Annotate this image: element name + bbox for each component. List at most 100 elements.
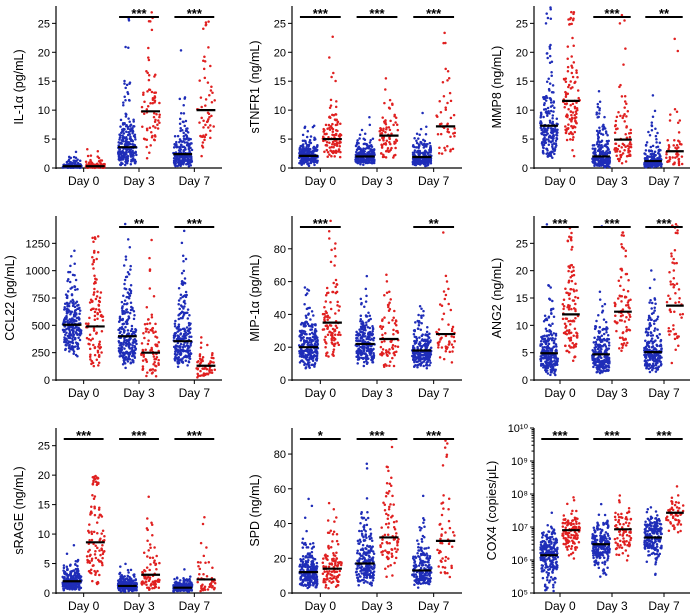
data-point xyxy=(72,333,76,336)
data-point xyxy=(358,356,361,359)
data-point xyxy=(561,317,565,321)
data-point xyxy=(312,336,316,339)
x-tick-label: Day 0 xyxy=(68,386,100,400)
y-tick-label: 60 xyxy=(274,277,286,289)
data-point xyxy=(644,143,648,147)
data-point xyxy=(446,79,449,82)
data-point xyxy=(419,127,423,131)
data-point xyxy=(67,278,70,281)
data-point xyxy=(200,358,204,361)
data-point xyxy=(442,94,446,98)
data-point xyxy=(572,266,575,269)
y-tick-label: 15 xyxy=(38,76,50,88)
data-point xyxy=(392,316,395,319)
data-point xyxy=(152,125,155,128)
data-point xyxy=(202,374,206,377)
data-point xyxy=(153,134,157,137)
data-point xyxy=(302,323,306,326)
data-point xyxy=(127,150,131,154)
data-point xyxy=(547,110,550,113)
data-point xyxy=(551,307,555,311)
data-point xyxy=(131,358,134,362)
data-point xyxy=(336,300,339,304)
y-tick-label: 0 xyxy=(280,163,286,175)
data-point xyxy=(570,132,574,135)
data-point xyxy=(330,75,333,79)
x-tick-label: Day 7 xyxy=(418,386,450,400)
y-axis-title: CCL22 (pg/mL) xyxy=(3,255,17,340)
data-point xyxy=(335,326,339,329)
data-point xyxy=(382,127,385,130)
y-tick-label: 40 xyxy=(274,309,286,321)
data-point xyxy=(545,80,549,84)
data-point xyxy=(602,125,606,129)
data-point xyxy=(545,130,548,134)
y-tick-label: 750 xyxy=(32,293,50,305)
data-point xyxy=(365,323,368,327)
data-point xyxy=(145,138,149,142)
data-point xyxy=(370,151,373,155)
data-point xyxy=(415,132,419,135)
data-point xyxy=(93,314,97,318)
data-point xyxy=(334,79,337,83)
data-point xyxy=(118,326,122,330)
data-point xyxy=(569,338,573,342)
data-point xyxy=(358,133,362,136)
data-point xyxy=(96,290,99,293)
data-point xyxy=(572,299,576,302)
data-point xyxy=(209,360,212,363)
data-point xyxy=(91,337,94,340)
data-point xyxy=(572,61,576,64)
data-point xyxy=(131,129,135,132)
data-point xyxy=(372,338,375,342)
x-tick-label: Day 0 xyxy=(544,386,576,400)
data-point xyxy=(429,346,433,350)
data-point xyxy=(335,118,338,122)
data-point xyxy=(69,333,73,336)
data-point xyxy=(177,313,180,317)
data-point xyxy=(125,319,129,322)
data-point xyxy=(124,352,128,355)
data-point xyxy=(554,343,558,346)
data-point xyxy=(392,332,395,336)
data-point xyxy=(574,116,578,119)
data-point xyxy=(97,304,101,307)
data-point xyxy=(74,330,78,334)
data-point xyxy=(177,329,181,332)
data-point xyxy=(387,309,391,312)
data-point xyxy=(332,348,336,351)
data-point xyxy=(429,351,432,354)
data-point xyxy=(132,309,136,313)
data-point xyxy=(569,80,572,83)
data-point xyxy=(425,145,428,148)
data-point xyxy=(361,320,364,323)
data-point xyxy=(389,119,392,123)
data-point xyxy=(150,238,153,242)
data-point xyxy=(388,290,391,293)
data-point xyxy=(601,305,604,308)
data-point xyxy=(95,295,99,298)
data-point xyxy=(150,313,154,316)
data-point xyxy=(421,111,424,115)
data-point xyxy=(310,310,314,313)
data-point xyxy=(452,335,456,339)
data-point xyxy=(567,107,570,111)
data-point xyxy=(316,336,319,339)
data-point xyxy=(184,354,187,358)
data-point xyxy=(385,273,388,277)
data-point xyxy=(598,298,602,301)
data-point xyxy=(564,131,568,135)
data-point xyxy=(393,309,396,313)
data-point xyxy=(552,368,556,372)
data-point xyxy=(572,346,575,349)
data-point xyxy=(607,341,611,344)
data-point xyxy=(184,119,188,123)
data-point xyxy=(76,162,79,166)
data-point xyxy=(208,115,211,119)
data-point xyxy=(571,102,575,106)
data-point xyxy=(172,334,176,337)
data-point xyxy=(328,330,331,334)
data-point xyxy=(93,237,97,240)
data-point xyxy=(129,308,133,312)
